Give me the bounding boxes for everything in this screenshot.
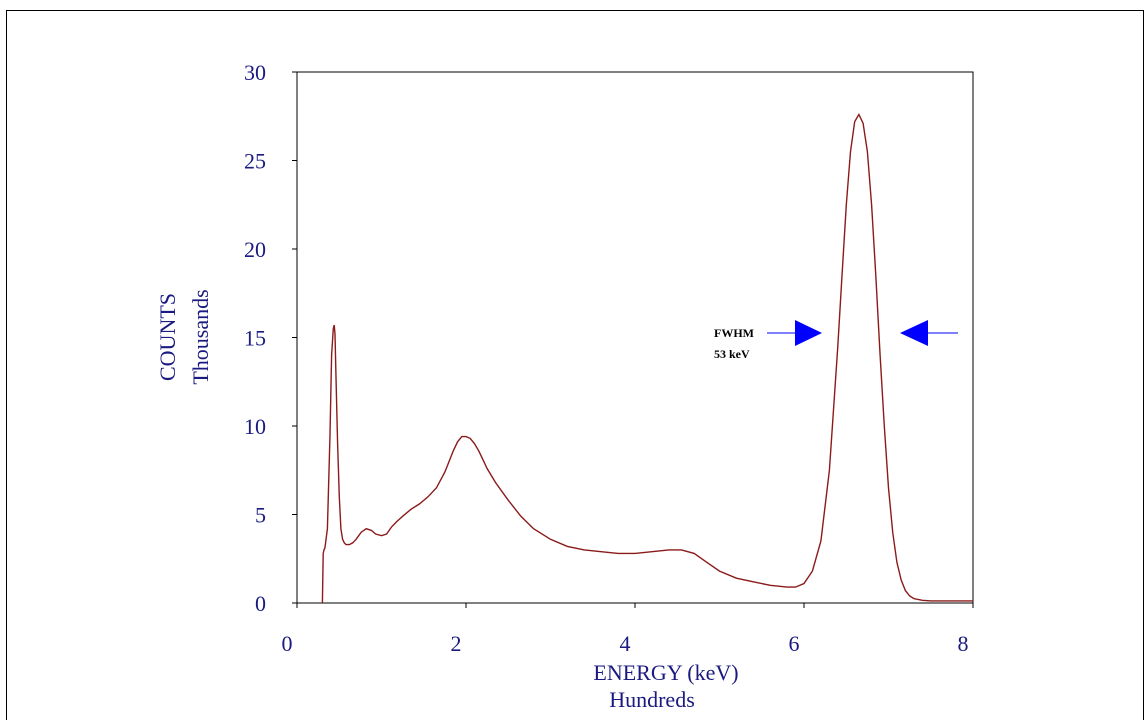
spectrum-line xyxy=(321,113,973,604)
y-tick-label: 20 xyxy=(244,237,266,262)
y-axis-subtitle: Thousands xyxy=(188,289,213,384)
y-tick-label: 25 xyxy=(244,149,266,174)
x-tick-label: 6 xyxy=(789,631,800,656)
y-axis-ticks: 0 5 10 15 20 25 30 xyxy=(244,60,297,616)
chart-frame xyxy=(6,10,1144,720)
y-tick-label: 5 xyxy=(255,503,266,528)
fwhm-label: FWHM xyxy=(714,326,754,340)
x-tick-label: 2 xyxy=(451,631,462,656)
fwhm-value: 53 keV xyxy=(714,347,750,361)
x-tick-label: 8 xyxy=(958,631,969,656)
fwhm-annotation: FWHM 53 keV xyxy=(714,320,958,361)
y-axis-title: COUNTS xyxy=(155,293,180,381)
right-pointing-arrow-icon xyxy=(795,320,822,346)
y-tick-label: 30 xyxy=(244,60,266,85)
x-tick-label: 0 xyxy=(282,631,293,656)
x-axis-title: ENERGY (keV) xyxy=(593,660,738,685)
plot-area-border xyxy=(296,71,974,604)
x-axis-ticks: 0 2 4 6 8 xyxy=(282,603,974,656)
x-tick-label: 4 xyxy=(620,631,631,656)
y-tick-label: 10 xyxy=(244,414,266,439)
y-tick-label: 0 xyxy=(255,591,266,616)
left-pointing-arrow-icon xyxy=(900,320,928,346)
y-tick-label: 15 xyxy=(244,326,266,351)
x-axis-subtitle: Hundreds xyxy=(609,687,695,712)
